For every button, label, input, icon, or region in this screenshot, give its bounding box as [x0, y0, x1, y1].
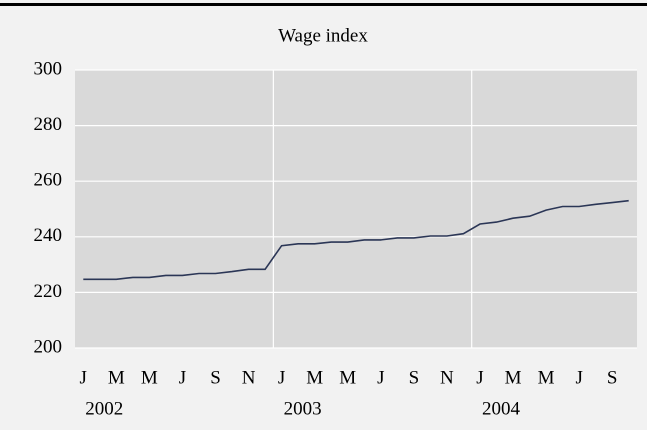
- line: [83, 199, 629, 281]
- x-tick-label: M: [141, 367, 158, 388]
- plot-area: [75, 70, 637, 348]
- y-tick-label: 260: [34, 170, 63, 191]
- x-tick-label: M: [339, 367, 356, 388]
- x-tick-label: J: [575, 367, 582, 388]
- x-tick-label: J: [377, 367, 384, 388]
- chart-title: Wage index: [278, 25, 368, 46]
- x-tick-label: N: [440, 367, 454, 388]
- x-tick-label: S: [409, 367, 420, 388]
- x-tick-label: J: [278, 367, 285, 388]
- x-tick-label: M: [306, 367, 323, 388]
- x-tick-label: M: [505, 367, 522, 388]
- top-rule: [0, 3, 647, 6]
- x-group-label: 2004: [482, 398, 521, 419]
- x-tick-label: J: [476, 367, 483, 388]
- y-tick-label: 220: [34, 281, 63, 302]
- y-tick-label: 280: [34, 114, 63, 135]
- x-tick-label: N: [242, 367, 256, 388]
- x-tick-label: J: [179, 367, 186, 388]
- y-tick-label: 200: [34, 336, 63, 357]
- x-tick-label: J: [80, 367, 87, 388]
- x-tick-label: M: [538, 367, 555, 388]
- x-tick-label: M: [108, 367, 125, 388]
- x-group-label: 2003: [284, 398, 322, 419]
- x-group-label: 2002: [85, 398, 123, 419]
- y-tick-label: 300: [34, 58, 63, 79]
- y-tick-label: 240: [34, 225, 63, 246]
- x-tick-label: S: [210, 367, 221, 388]
- x-tick-label: S: [607, 367, 618, 388]
